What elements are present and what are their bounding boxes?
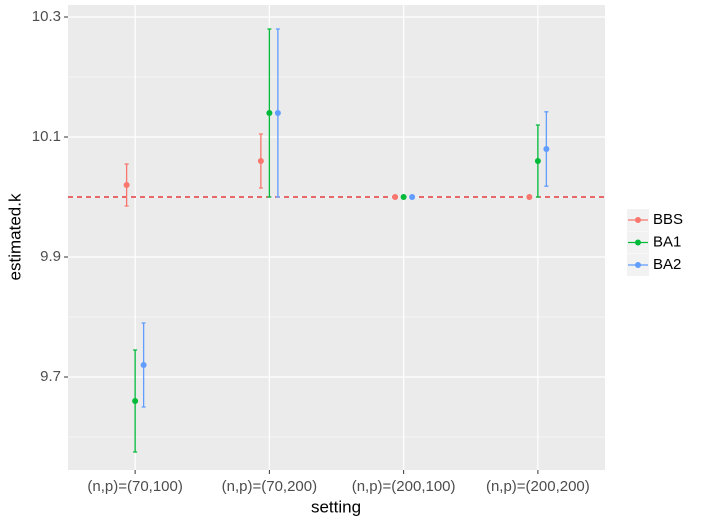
- legend-key-point: [635, 217, 641, 223]
- point: [409, 194, 416, 200]
- y-tick-label: 10.3: [32, 8, 61, 25]
- point: [543, 146, 550, 152]
- point: [257, 158, 264, 164]
- y-tick-label: 10.1: [32, 128, 61, 145]
- panel: [68, 5, 605, 470]
- legend-label: BA1: [653, 233, 681, 250]
- legend-label: BBS: [653, 211, 683, 228]
- point: [392, 194, 399, 200]
- y-axis-title: estimated.k: [5, 193, 24, 280]
- point: [132, 398, 139, 404]
- legend-key-point: [635, 239, 641, 246]
- point: [526, 194, 533, 200]
- point: [140, 362, 147, 368]
- x-axis-title: setting: [311, 497, 361, 516]
- point: [123, 182, 130, 188]
- point: [274, 110, 281, 116]
- x-tick-label: (n,p)=(200,100): [352, 478, 456, 495]
- legend-label: BA2: [653, 256, 681, 273]
- point: [534, 158, 541, 164]
- legend-key-point: [635, 262, 641, 268]
- x-tick-label: (n,p)=(200,200): [486, 478, 590, 495]
- x-tick-label: (n,p)=(70,100): [87, 478, 182, 495]
- point: [400, 194, 407, 200]
- y-tick-label: 9.7: [40, 368, 61, 385]
- point: [266, 110, 273, 116]
- x-tick-label: (n,p)=(70,200): [222, 478, 317, 495]
- y-tick-label: 9.9: [40, 248, 61, 265]
